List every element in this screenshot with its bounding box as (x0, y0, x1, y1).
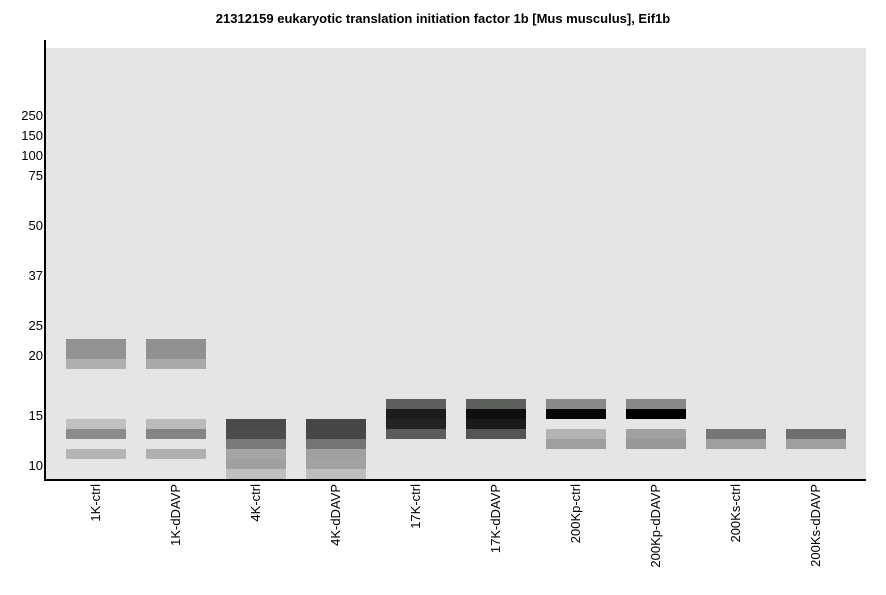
band (546, 409, 606, 419)
band (66, 339, 126, 349)
band (66, 449, 126, 459)
band (626, 439, 686, 449)
band (306, 419, 366, 429)
lane-label: 1K-dDAVP (168, 484, 183, 546)
band (546, 399, 606, 409)
chart-title: 21312159 eukaryotic translation initiati… (215, 11, 671, 26)
band (146, 349, 206, 359)
band (226, 439, 286, 449)
lane-label: 4K-dDAVP (328, 484, 343, 546)
band (546, 439, 606, 449)
band (786, 429, 846, 439)
band (66, 429, 126, 439)
y-tick-label: 250 (21, 108, 43, 123)
band (466, 399, 526, 409)
band (706, 429, 766, 439)
y-tick-label: 37 (28, 268, 43, 283)
band (66, 419, 126, 429)
band (466, 429, 526, 439)
band (546, 429, 606, 439)
y-tick-label: 75 (28, 168, 43, 183)
band (466, 419, 526, 429)
band (386, 409, 446, 419)
band (786, 439, 846, 449)
band (306, 459, 366, 469)
band (226, 429, 286, 439)
y-tick-label: 20 (28, 348, 43, 363)
band (306, 439, 366, 449)
y-tick-label: 50 (28, 218, 43, 233)
band (306, 449, 366, 459)
band (146, 359, 206, 369)
lane-label: 200Ks-dDAVP (808, 484, 823, 567)
lane-label: 4K-ctrl (248, 484, 263, 522)
band (386, 399, 446, 409)
band (306, 429, 366, 439)
x-axis-line (44, 479, 866, 481)
lane-label: 17K-dDAVP (488, 484, 503, 554)
band (226, 469, 286, 479)
lane-label: 200Kp-ctrl (568, 484, 583, 544)
band (466, 409, 526, 419)
band (626, 409, 686, 419)
band (706, 439, 766, 449)
lane-label: 200Kp-dDAVP (648, 484, 663, 568)
band (66, 359, 126, 369)
y-tick-label: 10 (28, 458, 43, 473)
band (226, 419, 286, 429)
lane-label: 200Ks-ctrl (728, 484, 743, 543)
band (66, 349, 126, 359)
y-tick-label: 25 (28, 318, 43, 333)
band (146, 339, 206, 349)
lane-label: 17K-ctrl (408, 484, 423, 529)
band (146, 449, 206, 459)
y-tick-label: 100 (21, 148, 43, 163)
band (626, 399, 686, 409)
band (146, 419, 206, 429)
band (146, 429, 206, 439)
band (626, 429, 686, 439)
band (226, 449, 286, 459)
band (386, 419, 446, 429)
band (306, 469, 366, 479)
gel-area (46, 48, 866, 479)
y-axis-line (44, 40, 46, 481)
y-tick-label: 15 (28, 408, 43, 423)
band (386, 429, 446, 439)
band (226, 459, 286, 469)
lane-label: 1K-ctrl (88, 484, 103, 522)
y-tick-label: 150 (21, 128, 43, 143)
